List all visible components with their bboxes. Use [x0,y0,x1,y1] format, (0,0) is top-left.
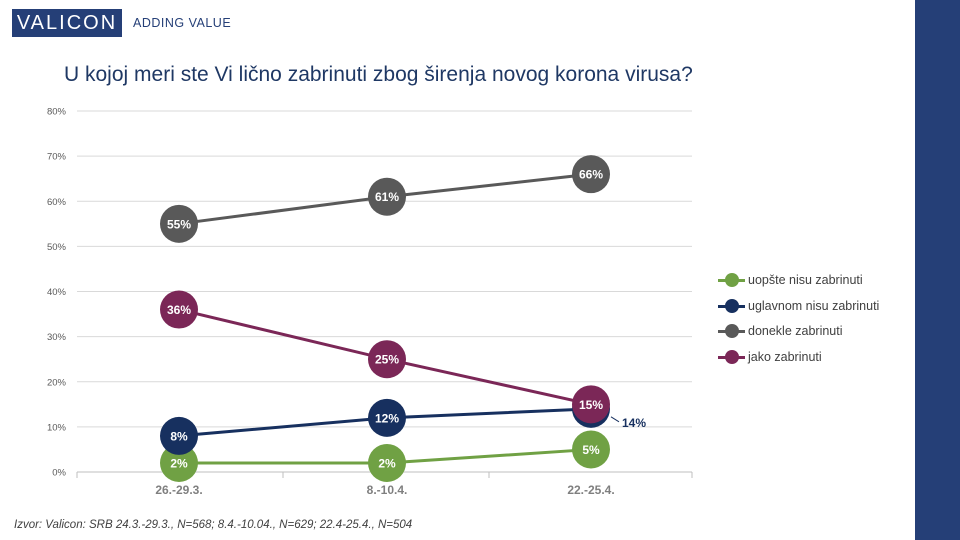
data-label: 61% [375,190,399,204]
series-jako-zabrinuti: 36% 25% 15% [160,290,610,424]
data-point [368,340,406,379]
data-point [572,155,610,194]
data-label: 55% [167,217,191,231]
legend-marker [718,273,745,287]
data-label: 14% [622,416,646,430]
brand-logo: VALICON [12,9,122,37]
x-tick-label: 8.-10.4. [367,483,408,497]
legend-item: jako zabrinuti [718,348,822,366]
legend-marker [718,299,745,313]
legend-dot [725,324,739,338]
legend-label: donekle zabrinuti [748,324,843,338]
source-note: Izvor: Valicon: SRB 24.3.-29.3., N=568; … [14,519,413,531]
x-tick-label: 22.-25.4. [567,483,614,497]
data-label: 2% [378,456,396,470]
y-tick-label: 40% [47,287,67,298]
series-donekle-zabrinuti: 55% 61% 66% [160,155,610,243]
axes: 0% 10% 20% 30% 40% 50% 60% 70% 80% 26.-29.3. 8.-10… [47,107,693,497]
brand-tagline: ADDING VALUE [133,16,232,30]
legend-label: jako zabrinuti [748,350,822,364]
legend-dot [725,299,739,313]
data-label: 5% [582,443,600,457]
data-point [572,385,610,424]
data-label-leader [610,416,620,423]
chart-title: U kojoj meri ste Vi lično zabrinuti zbog… [64,63,693,86]
data-point [572,430,610,469]
legend-dot [725,273,739,287]
data-label: 66% [579,168,603,182]
data-label: 25% [375,353,399,367]
data-point [160,290,198,329]
legend-item: uglavnom nisu zabrinuti [718,297,879,315]
data-point [160,204,198,243]
data-point [368,398,406,437]
y-tick-label: 10% [47,422,67,433]
data-point [368,177,406,216]
data-point [160,443,198,482]
right-accent-bar [915,0,960,540]
y-tick-label: 50% [47,242,67,253]
y-tick-label: 0% [52,468,66,479]
series-uopšte-nisu-zabrinuti: 2% 2% 5% [160,430,610,482]
x-tick-label: 26.-29.3. [155,483,202,497]
legend-dot [725,350,739,364]
data-label: 8% [170,429,188,443]
data-point [160,416,198,455]
data-point [368,443,406,482]
data-label: 12% [375,411,399,425]
legend-label: uopšte nisu zabrinuti [748,273,863,287]
y-tick-label: 80% [47,107,67,118]
y-tick-label: 20% [47,377,67,388]
data-label: 15% [579,398,603,412]
y-tick-label: 70% [47,152,67,163]
legend-label: uglavnom nisu zabrinuti [748,299,880,313]
legend-marker [718,324,745,338]
series-lines: 2% 2% 5% 8% 12% 14% 55% 61% 66% 36% 25% 15% [160,155,646,482]
y-tick-label: 30% [47,332,67,343]
data-label: 36% [167,303,191,317]
y-tick-label: 60% [47,197,67,208]
legend-item: donekle zabrinuti [718,322,843,340]
legend-marker [718,350,745,364]
legend-item: uopšte nisu zabrinuti [718,271,863,289]
data-label: 2% [170,456,188,470]
